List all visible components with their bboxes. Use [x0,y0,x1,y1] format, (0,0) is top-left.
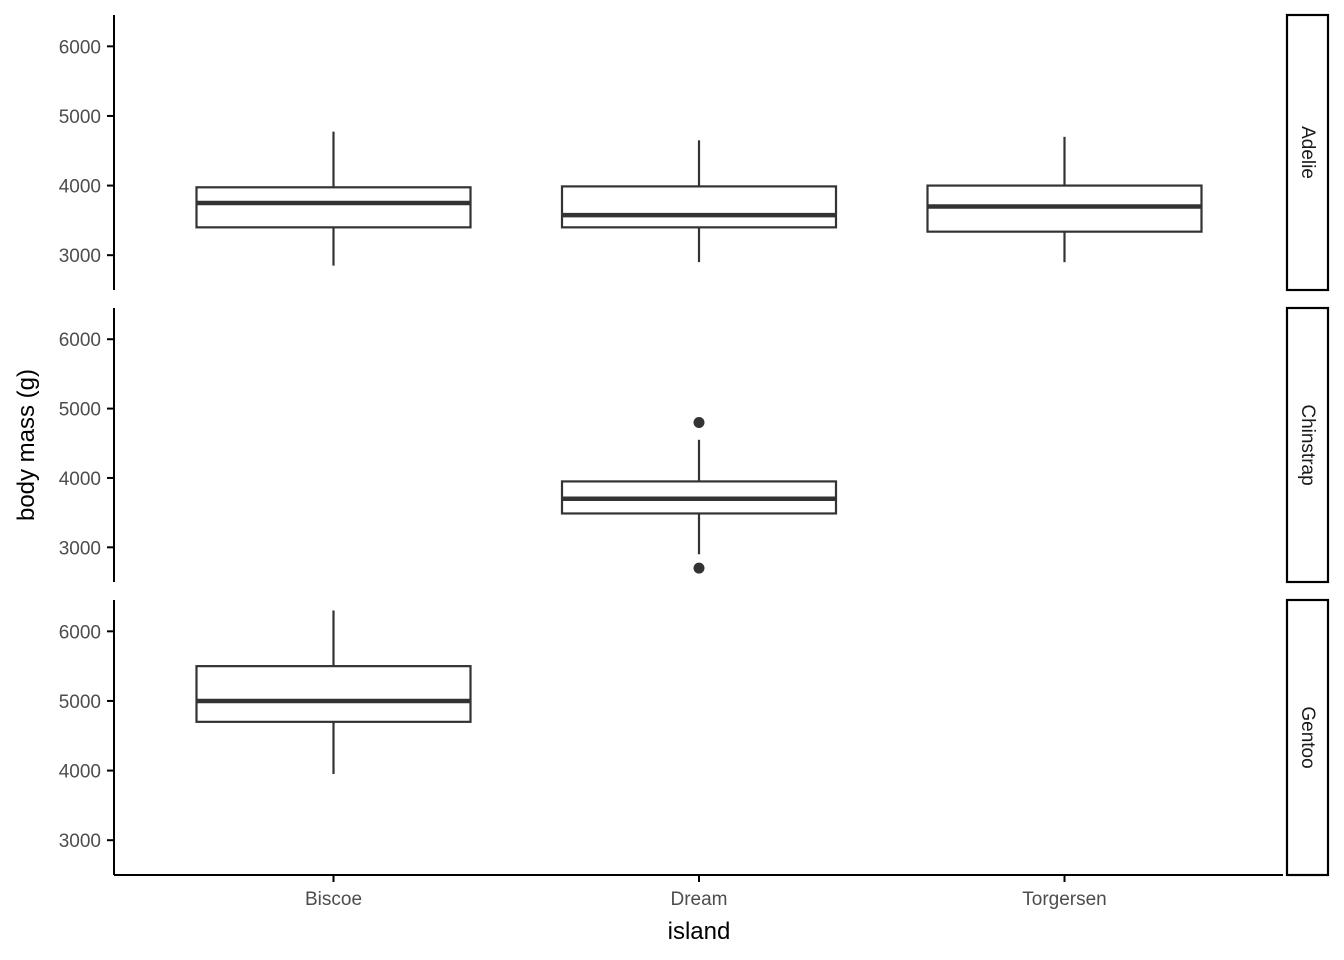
facet-panel-chinstrap: 3000 4000 5000 6000 Chinstrap [59,306,1330,584]
y-tick-label: 3000 [59,831,101,852]
facet-strip-label: Chinstrap [1297,404,1318,485]
y-axis-title: body mass (g) [13,369,40,521]
y-tick-label: 5000 [59,107,101,128]
y-tick-label: 5000 [59,400,101,421]
box-adelie-dream [560,140,838,263]
outlier-point [693,562,705,574]
outlier-point [693,416,705,428]
x-tick-label: Dream [670,889,727,910]
box-chinstrap-dream [560,416,838,574]
y-tick-label: 6000 [59,622,101,643]
y-tick-label: 4000 [59,469,101,490]
y-tick-label: 6000 [59,330,101,351]
y-tick-label: 3000 [59,538,101,559]
facet-strip-box [1285,306,1330,584]
y-tick-label: 4000 [59,762,101,783]
facet-panels: 3000 4000 5000 6000 Adelie 3000 4000 5000 6000 Ch… [59,13,1330,877]
box-adelie-biscoe [195,131,472,266]
facet-strip-gentoo: Gentoo [1285,598,1330,877]
box-iqr [560,185,838,229]
y-tick-label: 5000 [59,692,101,713]
box-iqr [195,186,472,229]
facet-strip-adelie: Adelie [1285,13,1330,292]
facet-strip-chinstrap: Chinstrap [1285,306,1330,584]
x-tick-label: Torgersen [1022,889,1107,910]
facet-strip-box [1285,13,1330,292]
y-tick-label: 6000 [59,37,101,58]
facet-strip-label: Adelie [1297,126,1318,179]
x-axis-title: island [668,918,731,945]
box-gentoo-biscoe [195,610,472,775]
facet-strip-box [1285,598,1330,877]
y-tick-label: 3000 [59,246,101,267]
facet-panel-gentoo: 3000 4000 5000 6000 Gentoo [59,598,1330,877]
x-axis: Biscoe Dream Torgersen [114,874,1283,910]
box-adelie-torgersen [926,136,1203,263]
x-tick-label: Biscoe [305,889,362,910]
box-iqr [195,665,472,723]
y-tick-label: 4000 [59,177,101,198]
facet-strip-label: Gentoo [1297,706,1318,768]
facet-panel-adelie: 3000 4000 5000 6000 Adelie [59,13,1330,292]
